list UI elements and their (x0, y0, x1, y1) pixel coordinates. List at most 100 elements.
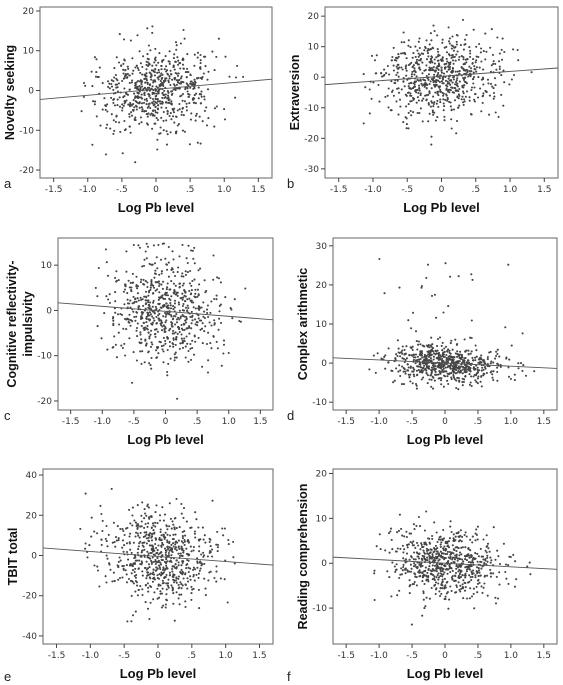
data-point (179, 67, 182, 70)
data-point (504, 326, 507, 329)
data-point (474, 359, 477, 362)
data-point (149, 301, 152, 304)
data-point (219, 281, 222, 284)
y-tick-label: 40 (26, 471, 38, 481)
data-point (126, 76, 129, 79)
data-point (163, 304, 166, 308)
data-point (150, 533, 154, 536)
data-point (79, 527, 82, 530)
data-point (128, 113, 131, 116)
data-point (215, 294, 218, 297)
data-point (417, 55, 420, 58)
data-point (192, 549, 195, 552)
data-point (138, 84, 141, 88)
data-point (167, 551, 170, 555)
data-point (449, 557, 452, 560)
data-point (100, 543, 103, 546)
data-point (434, 70, 437, 73)
data-point (132, 103, 135, 106)
data-point (198, 307, 201, 310)
data-point (80, 110, 83, 113)
data-point (484, 549, 487, 552)
data-point (469, 49, 472, 52)
data-point (405, 57, 408, 60)
data-point (482, 586, 485, 589)
data-point (384, 549, 387, 552)
data-point (438, 366, 441, 369)
data-point (158, 552, 162, 555)
data-point (476, 371, 479, 374)
data-point (200, 77, 203, 80)
data-point (401, 352, 404, 355)
data-point (174, 547, 177, 550)
data-point (136, 322, 139, 325)
data-point (469, 367, 472, 370)
data-point (211, 499, 214, 502)
data-point (164, 536, 167, 539)
data-point (154, 537, 157, 540)
data-point (479, 357, 482, 360)
data-point (162, 604, 165, 607)
data-point (193, 53, 196, 56)
data-point (162, 79, 165, 83)
data-point (491, 53, 495, 56)
data-point (396, 67, 399, 70)
data-point (183, 337, 186, 340)
data-point (205, 106, 208, 109)
data-point (433, 58, 436, 61)
data-point (383, 355, 386, 358)
data-point (167, 275, 170, 278)
data-point (409, 92, 412, 95)
data-point (148, 573, 151, 576)
data-point (108, 82, 111, 85)
y-tick-label: 0 (313, 73, 319, 83)
data-point (148, 576, 151, 579)
data-point (215, 580, 218, 583)
data-point (439, 370, 443, 373)
data-point (124, 128, 127, 131)
data-point (203, 534, 206, 537)
data-point (151, 25, 154, 28)
data-point (165, 573, 168, 577)
data-point (456, 77, 459, 80)
y-axis-label: TBIT total (6, 528, 20, 586)
data-point (452, 371, 455, 374)
data-point (446, 82, 449, 85)
data-point (134, 104, 138, 107)
data-point (145, 560, 148, 563)
data-point (176, 397, 179, 400)
data-point (135, 329, 138, 332)
data-point (433, 29, 436, 33)
data-point (497, 115, 500, 118)
data-point (130, 572, 133, 575)
data-point (475, 70, 478, 73)
x-tick-label: -1.0 (370, 651, 388, 661)
data-point (151, 343, 154, 346)
data-point (414, 45, 417, 48)
data-point (398, 364, 401, 367)
y-tick-label: -10 (37, 352, 52, 362)
data-point (423, 359, 426, 362)
data-point (414, 558, 417, 561)
data-point (90, 535, 93, 538)
data-point (178, 526, 181, 529)
data-point (183, 538, 186, 542)
data-point (184, 71, 187, 74)
data-point (456, 50, 459, 53)
data-point (193, 64, 196, 67)
data-point (194, 536, 197, 539)
data-point (148, 314, 151, 317)
data-point (172, 271, 175, 274)
data-point (180, 545, 183, 548)
data-point (424, 84, 427, 87)
data-point (143, 526, 146, 529)
data-point (163, 560, 166, 563)
data-point (172, 258, 175, 261)
data-point (203, 109, 206, 112)
data-point (152, 529, 155, 532)
data-point (455, 585, 458, 589)
data-point (135, 285, 138, 288)
data-point (430, 366, 433, 369)
data-point (140, 311, 143, 314)
data-point (419, 343, 422, 346)
